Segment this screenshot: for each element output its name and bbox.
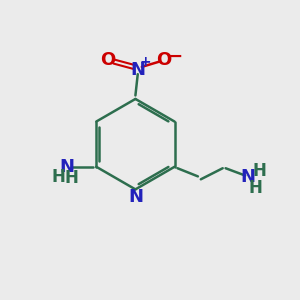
- Text: O: O: [100, 52, 115, 70]
- Text: N: N: [130, 61, 145, 79]
- Text: H: H: [252, 162, 266, 180]
- Text: H: H: [52, 168, 66, 186]
- Text: N: N: [241, 168, 256, 186]
- Text: O: O: [156, 52, 172, 70]
- Text: +: +: [139, 56, 151, 70]
- Text: H: H: [64, 169, 78, 188]
- Text: N: N: [60, 158, 75, 176]
- Text: −: −: [167, 47, 183, 66]
- Text: N: N: [128, 188, 143, 206]
- Text: H: H: [248, 179, 262, 197]
